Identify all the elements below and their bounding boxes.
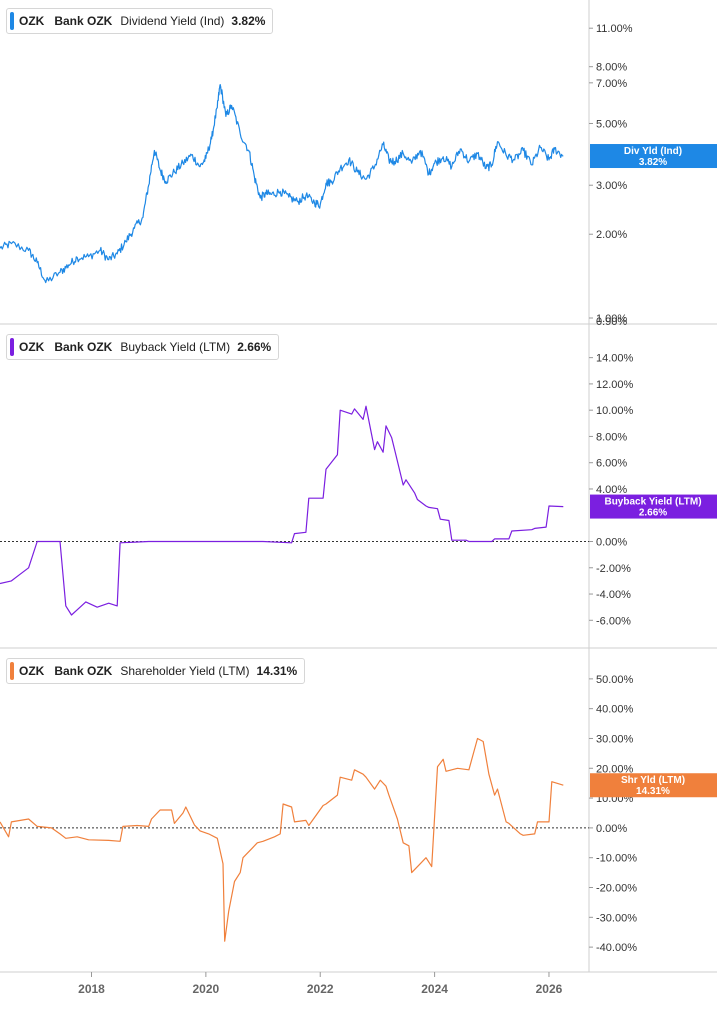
y-tick-label: 0.00% bbox=[596, 537, 627, 549]
y-tick-label: -20.00% bbox=[596, 883, 637, 895]
badge-value: 2.66% bbox=[639, 508, 667, 519]
x-tick-label: 2026 bbox=[536, 982, 563, 996]
x-tick-label: 2020 bbox=[193, 982, 220, 996]
legend-buyback-yield[interactable]: OZK Bank OZK Buyback Yield (LTM) 2.66% bbox=[6, 334, 280, 360]
y-tick-label: 3.00% bbox=[596, 180, 627, 192]
badge-label: Shr Yld (LTM) bbox=[621, 775, 685, 786]
y-tick-label: 20.00% bbox=[596, 763, 634, 775]
y-tick-label: 0.00% bbox=[596, 823, 627, 835]
y-tick-label: 6.00% bbox=[596, 458, 627, 470]
legend-company: Bank OZK bbox=[54, 14, 113, 28]
last-value-badge bbox=[590, 494, 717, 519]
legend-metric: Shareholder Yield (LTM) bbox=[120, 664, 250, 678]
y-tick-label: -2.00% bbox=[596, 563, 631, 575]
y-tick-label: -30.00% bbox=[596, 912, 637, 924]
x-tick-label: 2024 bbox=[421, 982, 448, 996]
y-tick-label: -4.00% bbox=[596, 589, 631, 601]
y-tick-label: 5.00% bbox=[596, 118, 627, 130]
legend-value: 14.31% bbox=[256, 664, 298, 678]
legend-company: Bank OZK bbox=[54, 340, 113, 354]
legend-shareholder-yield[interactable]: OZK Bank OZK Shareholder Yield (LTM) 14.… bbox=[6, 658, 306, 684]
y-tick-label: 40.00% bbox=[596, 704, 634, 716]
y-tick-label: 30.00% bbox=[596, 733, 634, 745]
series-line bbox=[0, 83, 564, 284]
legend-ticker: OZK bbox=[19, 340, 45, 354]
y-tick-label: 14.00% bbox=[596, 353, 634, 365]
y-tick-label: 11.00% bbox=[596, 23, 633, 35]
series-color-marker bbox=[10, 338, 14, 356]
y-tick-label: 0.90% bbox=[596, 316, 627, 328]
y-tick-label: 8.00% bbox=[596, 431, 627, 443]
series-color-marker bbox=[10, 662, 14, 680]
y-tick-label: -40.00% bbox=[596, 942, 637, 954]
series-line bbox=[0, 737, 564, 942]
legend-ticker: OZK bbox=[19, 664, 45, 678]
legend-value: 2.66% bbox=[237, 340, 272, 354]
x-tick-label: 2022 bbox=[307, 982, 334, 996]
badge-label: Div Yld (Ind) bbox=[624, 146, 682, 157]
y-tick-label: 1.00% bbox=[596, 313, 627, 325]
series-line bbox=[0, 405, 564, 616]
y-tick-label: -6.00% bbox=[596, 615, 631, 627]
y-tick-label: 8.00% bbox=[596, 62, 627, 74]
y-tick-label: 12.00% bbox=[596, 379, 634, 391]
x-tick-label: 2018 bbox=[78, 982, 105, 996]
legend-value: 3.82% bbox=[231, 14, 266, 28]
legend-metric: Dividend Yield (Ind) bbox=[120, 14, 225, 28]
series-color-marker bbox=[10, 12, 14, 30]
badge-value: 14.31% bbox=[636, 786, 670, 797]
y-tick-label: 10.00% bbox=[596, 405, 634, 417]
badge-label: Buyback Yield (LTM) bbox=[604, 497, 701, 508]
y-tick-label: 4.00% bbox=[596, 484, 627, 496]
y-tick-label: 2.00% bbox=[596, 229, 627, 241]
y-tick-label: -10.00% bbox=[596, 853, 637, 865]
y-tick-label: 7.00% bbox=[596, 78, 627, 90]
y-tick-label: 50.00% bbox=[596, 674, 634, 686]
legend-company: Bank OZK bbox=[54, 664, 113, 678]
legend-dividend-yield[interactable]: OZK Bank OZK Dividend Yield (Ind) 3.82% bbox=[6, 8, 274, 34]
last-value-badge bbox=[590, 144, 717, 169]
last-value-badge bbox=[590, 773, 717, 798]
badge-value: 3.82% bbox=[639, 157, 667, 168]
legend-metric: Buyback Yield (LTM) bbox=[120, 340, 231, 354]
legend-ticker: OZK bbox=[19, 14, 45, 28]
